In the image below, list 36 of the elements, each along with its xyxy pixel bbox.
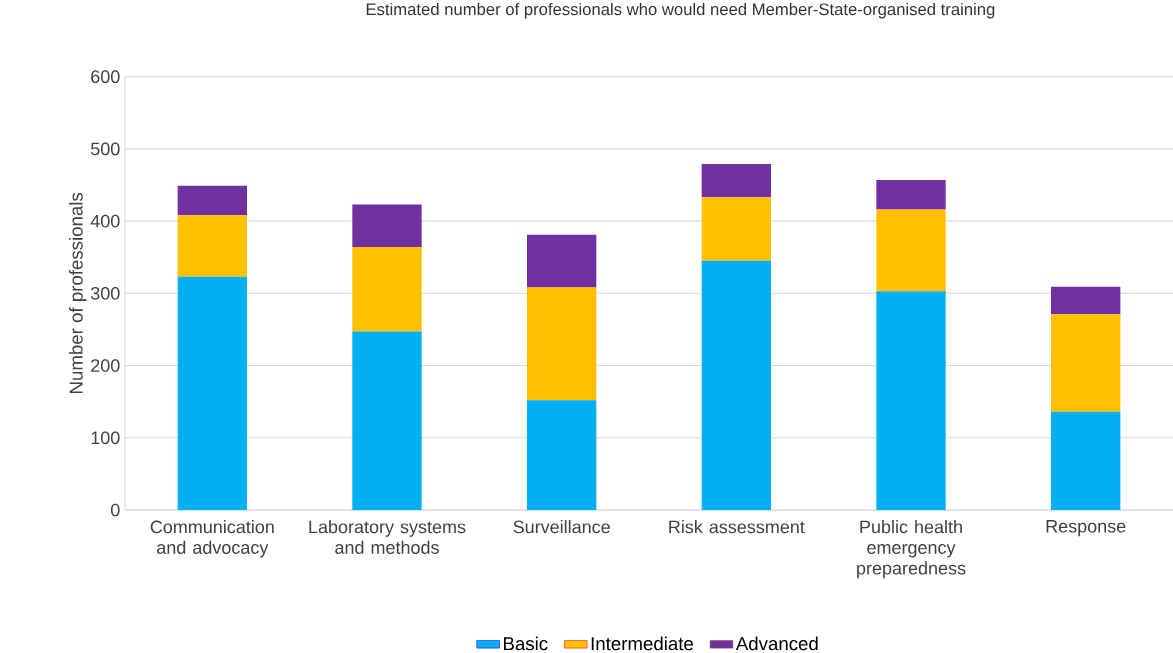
bar [876, 209, 946, 292]
y-tick-label: 500 [90, 142, 120, 156]
bar [701, 260, 772, 510]
bar [177, 215, 247, 277]
y-tick-label: 300 [90, 286, 120, 300]
bar [352, 331, 422, 510]
bar [177, 185, 247, 216]
legend-label: Basic [504, 636, 548, 651]
bar [352, 204, 422, 248]
bar [1051, 314, 1121, 412]
x-tick-label: Surveillance [513, 520, 610, 534]
bar [527, 400, 597, 510]
y-axis-title: Number of professionals [69, 192, 87, 393]
x-tick-label: Public health emergency preparedness [857, 520, 966, 579]
bar [527, 287, 597, 401]
bar [1051, 411, 1121, 510]
y-tick-label: 200 [91, 359, 120, 372]
y-tick-label: 100 [91, 431, 120, 445]
x-tick-label: Communication and advocacy [150, 520, 274, 558]
x-tick-label: Risk assessment [669, 520, 805, 534]
chart-title: Estimated number of professionals who would need Member-State-organised training [366, 2, 995, 19]
bar [876, 179, 946, 210]
y-tick-label: 0 [110, 503, 120, 517]
y-tick-label: 400 [90, 214, 120, 228]
legend-label: Intermediate [591, 636, 694, 651]
x-tick-label: Response [1046, 520, 1126, 537]
bar [352, 247, 422, 332]
bar [701, 197, 772, 261]
bar [876, 291, 946, 510]
bar [1051, 286, 1121, 315]
x-tick-label: Laboratory systems and methods [309, 520, 466, 554]
legend-label: Advanced [735, 636, 818, 651]
bar [701, 164, 772, 198]
bar [527, 234, 597, 288]
bar [177, 276, 247, 510]
y-tick-label: 600 [91, 70, 120, 84]
